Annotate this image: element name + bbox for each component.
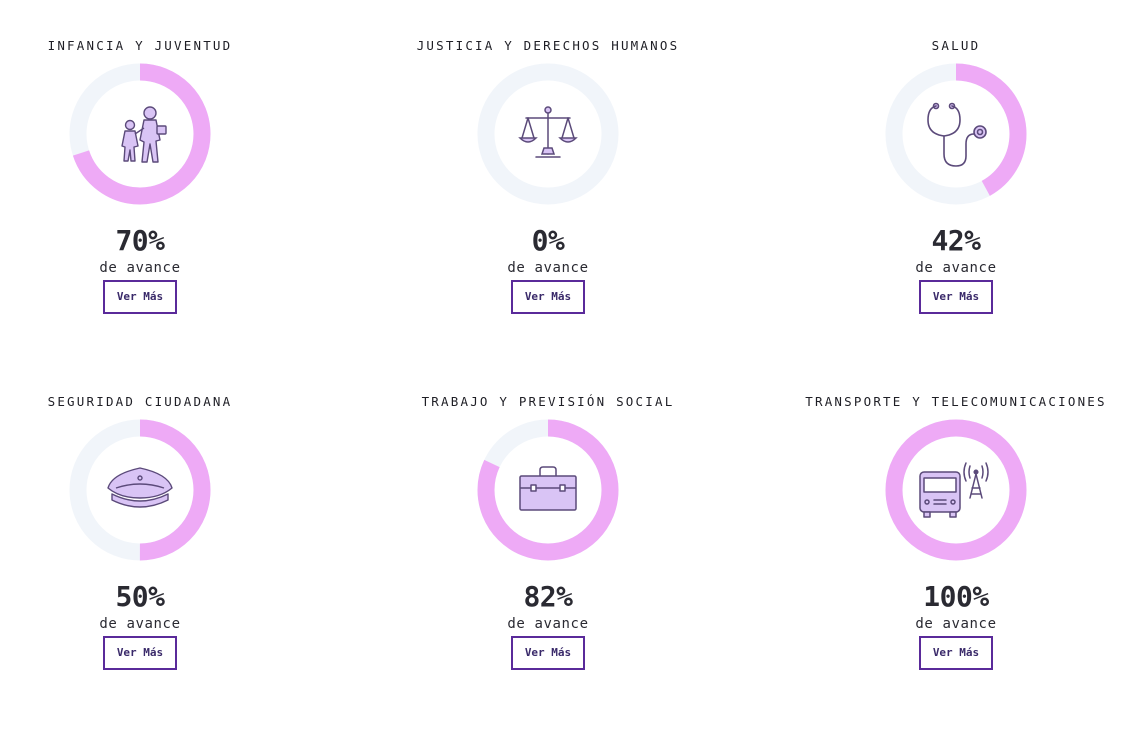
progress-percent: 0% bbox=[531, 224, 565, 257]
stethoscope-icon bbox=[927, 102, 987, 167]
children-icon bbox=[121, 106, 167, 163]
progress-caption: de avance bbox=[99, 260, 181, 276]
ver-mas-button[interactable]: Ver Más bbox=[103, 636, 177, 670]
scales-icon bbox=[518, 106, 578, 158]
progress-ring bbox=[476, 62, 620, 206]
card-title: SEGURIDAD CIUDADANA bbox=[47, 394, 233, 409]
briefcase-icon bbox=[519, 466, 577, 511]
progress-ring bbox=[68, 62, 212, 206]
card-title: TRANSPORTE Y TELECOMUNICACIONES bbox=[805, 394, 1107, 409]
ver-mas-button[interactable]: Ver Más bbox=[919, 280, 993, 314]
progress-ring bbox=[884, 418, 1028, 562]
ver-mas-button[interactable]: Ver Más bbox=[511, 280, 585, 314]
progress-caption: de avance bbox=[507, 260, 589, 276]
progress-percent: 70% bbox=[115, 224, 165, 257]
card-title: TRABAJO Y PREVISIÓN SOCIAL bbox=[421, 394, 675, 409]
progress-ring bbox=[884, 62, 1028, 206]
progress-percent: 42% bbox=[931, 224, 981, 257]
ver-mas-button[interactable]: Ver Más bbox=[511, 636, 585, 670]
progress-caption: de avance bbox=[507, 616, 589, 632]
progress-percent: 82% bbox=[523, 580, 573, 613]
progress-caption: de avance bbox=[915, 260, 997, 276]
progress-caption: de avance bbox=[99, 616, 181, 632]
progress-caption: de avance bbox=[915, 616, 997, 632]
progress-percent: 50% bbox=[115, 580, 165, 613]
police-cap-icon bbox=[107, 467, 173, 508]
progress-percent: 100% bbox=[923, 580, 989, 613]
card-title: SALUD bbox=[931, 38, 981, 53]
card-title: INFANCIA Y JUVENTUD bbox=[47, 38, 233, 53]
ver-mas-button[interactable]: Ver Más bbox=[103, 280, 177, 314]
bus-antenna-icon bbox=[919, 462, 989, 518]
card-title: JUSTICIA Y DERECHOS HUMANOS bbox=[416, 38, 680, 53]
progress-ring bbox=[476, 418, 620, 562]
progress-ring bbox=[68, 418, 212, 562]
ver-mas-button[interactable]: Ver Más bbox=[919, 636, 993, 670]
